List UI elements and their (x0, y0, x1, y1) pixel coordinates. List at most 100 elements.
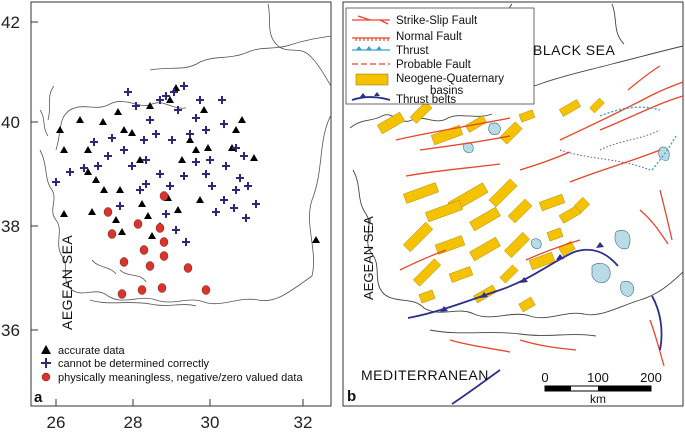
legend-thrust: Thrust (396, 45, 429, 57)
black-sea-label: BLACK SEA (533, 42, 615, 58)
undetermined-data-cross (104, 152, 112, 160)
undetermined-data-cross (132, 102, 140, 110)
basin-patch (589, 97, 605, 114)
undetermined-data-cross (168, 136, 176, 144)
legend-normal: Normal Fault (396, 31, 463, 43)
accurate-data-triangle (174, 206, 182, 213)
x-tick-30: 30 (201, 413, 220, 432)
undetermined-data-cross (80, 164, 88, 172)
legend-basins-1: Neogene-Quaternary (396, 73, 504, 85)
accurate-data-triangle (92, 176, 100, 183)
undetermined-data-cross (232, 186, 240, 194)
undetermined-data-cross (166, 182, 174, 190)
undetermined-data-cross (136, 186, 144, 194)
undetermined-data-cross (252, 200, 260, 208)
undetermined-data-cross (186, 130, 194, 138)
undetermined-data-cross (206, 156, 214, 164)
undetermined-data-cross (108, 134, 116, 142)
undetermined-data-cross (180, 82, 188, 90)
legend-triangle-icon (41, 345, 51, 354)
undetermined-data-cross (172, 226, 180, 234)
basin-patch (376, 111, 406, 135)
accurate-data-triangle (116, 186, 124, 193)
fault-line (419, 135, 511, 151)
basin-patch (402, 221, 434, 253)
neogene-quaternary-basins (376, 97, 605, 313)
undetermined-data-cross (202, 170, 210, 178)
normal-fault-icon (352, 37, 390, 41)
accurate-data-triangle (178, 156, 186, 163)
undetermined-data-cross (116, 202, 124, 210)
accurate-data-triangle (148, 232, 156, 239)
thrust-belt-teeth (440, 242, 604, 312)
undetermined-data-cross (218, 96, 226, 104)
legend-thrust-belts: Thrust belts (396, 94, 456, 106)
meaningless-data-circle (137, 285, 147, 295)
accurate-data-triangle (166, 96, 174, 103)
fault-line (569, 149, 661, 183)
panel-a: 26 28 30 32 42 40 38 36 AEGEAN SEA accur… (1, 1, 332, 432)
fault-line (395, 117, 511, 141)
panel-a-legend: accurate data cannot be determined corre… (41, 345, 303, 384)
undetermined-data-cross (142, 156, 150, 164)
accurate-data-triangle (204, 144, 212, 151)
x-tick-32: 32 (294, 413, 313, 432)
undetermined-data-cross (162, 92, 170, 100)
meaningless-data-markers (103, 191, 211, 299)
undetermined-data-cross (146, 116, 154, 124)
accurate-data-triangle (250, 154, 258, 161)
fault-line (525, 239, 581, 261)
fault-line (405, 163, 501, 177)
y-tick-40: 40 (1, 113, 20, 132)
scale-bar: 0 100 200 km (541, 370, 661, 406)
panel-a-ticks (31, 21, 304, 406)
undetermined-data-cross (182, 238, 190, 246)
scale-tick-100: 100 (587, 370, 609, 385)
basin-patch (448, 266, 474, 283)
undetermined-data-cross (244, 182, 252, 190)
meaningless-data-circle (159, 237, 169, 247)
meaningless-data-circle (107, 229, 117, 239)
accurate-data-triangle (128, 129, 136, 136)
undetermined-data-cross (196, 96, 204, 104)
y-tick-38: 38 (1, 217, 20, 236)
undetermined-data-cross (142, 180, 150, 188)
basin-patch (503, 231, 531, 259)
accurate-data-triangle (200, 106, 208, 113)
basin-patch (488, 178, 518, 208)
basin-patch (538, 193, 566, 212)
basin-patch (412, 258, 442, 287)
basin-patch (546, 227, 564, 242)
meaningless-data-circle (139, 245, 149, 255)
aegean-sea-label-a: AEGEAN SEA (59, 235, 75, 330)
accurate-data-triangle (196, 196, 204, 203)
accurate-data-triangle (232, 126, 240, 133)
panel-a-frame (30, 1, 332, 407)
scale-tick-200: 200 (640, 370, 662, 385)
meaningless-data-circle (159, 251, 169, 261)
accurate-data-triangle (312, 236, 320, 243)
undetermined-data-cross (162, 210, 170, 218)
basin-patch (507, 198, 533, 224)
basin-patch (409, 101, 433, 124)
meaningless-data-circle (157, 283, 167, 293)
legend-cross-icon (41, 358, 51, 368)
undetermined-data-cross (152, 130, 160, 138)
fault-line (639, 209, 669, 245)
fault-line (627, 65, 661, 91)
basin-patch (418, 289, 436, 304)
undetermined-data-cross (156, 96, 164, 104)
meaningless-data-circle (183, 263, 193, 273)
accurate-data-triangle (56, 126, 64, 133)
accurate-data-triangle (136, 156, 144, 163)
fault-line (449, 339, 511, 353)
undetermined-data-cross (230, 204, 238, 212)
meaningless-data-circle (159, 191, 169, 201)
undetermined-data-cross (192, 158, 200, 166)
legend-probable: Probable Fault (396, 59, 472, 71)
basin-icon (355, 73, 389, 86)
probable-dotted-lines (559, 129, 661, 171)
undetermined-data-cross (170, 88, 178, 96)
meaningless-data-circle (119, 257, 129, 267)
